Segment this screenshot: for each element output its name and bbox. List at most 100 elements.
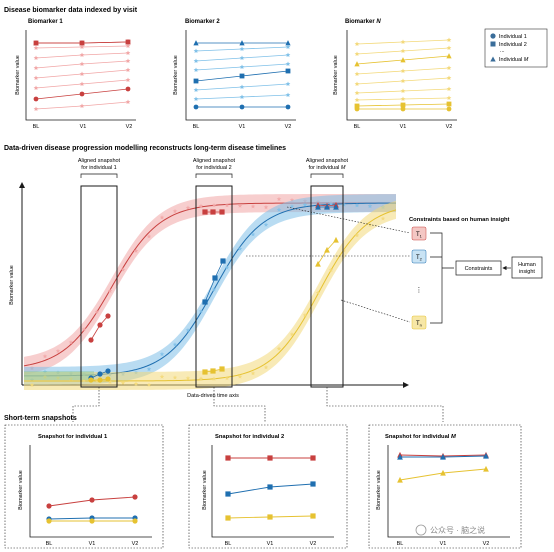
biomarker-n-x-bl: BL <box>354 124 361 130</box>
constraints-title: Constraints based on human insight <box>409 217 510 223</box>
snapshot-m-frame <box>368 424 522 549</box>
red-population-point <box>289 197 295 202</box>
series-6-point-2 <box>446 95 452 100</box>
yellow-population-point <box>68 376 74 381</box>
ind2-yellow-point-2 <box>219 366 225 372</box>
yellow-population-point <box>302 312 308 318</box>
tau-vdots: ⋮ <box>416 287 423 294</box>
series-4-point-0 <box>193 78 199 84</box>
aligned-snapshot-2-label: Aligned snapshot <box>193 158 236 164</box>
yellow-population-point <box>263 365 269 370</box>
blue-population-point <box>211 287 217 292</box>
blue-population-point <box>354 203 360 208</box>
legend-marker-individual-2 <box>490 41 496 47</box>
snapshot-1-frame <box>4 424 164 549</box>
series-6-point-0 <box>354 97 360 102</box>
series-1-point-2 <box>125 43 131 48</box>
yellow-population-point <box>380 216 386 221</box>
series-1-point-1 <box>239 46 245 51</box>
yellow-population-point <box>94 378 100 383</box>
snapshot-2-frame <box>188 424 348 549</box>
biomarker-n-x-v2: V2 <box>446 124 453 130</box>
yellow-population-point <box>120 380 126 385</box>
series-1-point-2 <box>285 44 291 49</box>
snapshot-1-x-bl: BL <box>46 541 53 547</box>
yellow-population-point <box>211 376 217 381</box>
ind1-yellow-point-0 <box>88 377 94 383</box>
series-4-point-1 <box>400 78 406 83</box>
baseline-band <box>24 371 94 380</box>
red-population-point <box>237 203 243 208</box>
red-population-point <box>263 204 269 210</box>
tau-n-box <box>411 315 427 330</box>
series-5-point-1 <box>400 88 406 93</box>
biomarker-2-panel: Biomarker 2 Biomarker value BL V1 V2 <box>173 19 296 130</box>
yellow-population-point <box>107 379 113 384</box>
aligned-snapshot-m-label-2: for individual M <box>308 165 345 171</box>
yellow-population-point <box>315 290 321 295</box>
red-population-point <box>133 248 139 253</box>
series-5-point-2 <box>285 81 291 86</box>
snapshot-m-x-v2: V2 <box>483 541 490 547</box>
yellow-population-point <box>29 382 35 387</box>
progression-model-plot <box>19 182 409 390</box>
snapshot-line-2-point-1 <box>267 514 273 520</box>
ind2-red-point-2 <box>219 209 225 215</box>
indm-blue-point-1 <box>324 203 330 210</box>
blue-population-point <box>224 265 230 270</box>
watermark-text: 公众号 · 脑之说 <box>430 525 485 535</box>
bottom-section-title: Short-term snapshots <box>4 415 77 422</box>
aligned-snapshot-1-bracket <box>80 173 118 178</box>
blue-population-point <box>185 327 191 333</box>
snapshot-1-x-v1: V1 <box>89 541 96 547</box>
legend-label-individual-1: Individual 1 <box>499 34 527 40</box>
snapshot-axes <box>29 445 152 538</box>
legend: Individual 1 Individual 2 ... Individual… <box>484 28 548 68</box>
ind1-red-point-1 <box>97 322 103 328</box>
snapshot-line-1-point-2 <box>483 452 489 459</box>
series-7-point-1 <box>400 102 406 108</box>
snapshot-1-panel: Snapshot for individual 1 Biomarker valu… <box>4 424 164 549</box>
snapshot-line-1-point-0 <box>225 491 231 497</box>
red-population-point <box>159 215 165 220</box>
watermark-logo-icon <box>415 524 427 536</box>
series-1-point-0 <box>193 48 199 53</box>
series-1-point-1 <box>400 48 406 53</box>
aligned-snapshot-2: Aligned snapshot for individual 2 <box>193 158 236 388</box>
series-1-point-2 <box>446 45 452 50</box>
series-5-point-1 <box>79 81 85 86</box>
aligned-snapshot-m-bracket <box>310 173 344 178</box>
series-2-point-0 <box>193 58 199 63</box>
blue-population-point <box>263 222 269 227</box>
snapshot-line-1-point-1 <box>267 484 273 490</box>
series-6-point-0 <box>193 96 199 101</box>
biomarker-1-panel: Biomarker 1 Biomarker value BL V1 V2 <box>15 19 136 130</box>
indm-yellow-point-1 <box>324 246 330 253</box>
series-3-point-0 <box>354 71 360 76</box>
snapshot-line-1-point-0 <box>397 453 403 460</box>
ind1-blue-point-2 <box>105 368 111 374</box>
red-uncertainty-band <box>24 194 396 375</box>
series-3-point-1 <box>400 68 406 73</box>
series-2-point-1 <box>79 52 85 57</box>
series-2-point-1 <box>239 55 245 60</box>
snapshot-line-1-point-1 <box>440 453 446 460</box>
red-population-point <box>211 202 217 208</box>
snapshot-axes <box>211 445 334 538</box>
snapshot-1-connector <box>72 387 100 422</box>
biomarker-1-title: Biomarker 1 <box>28 19 63 25</box>
ind2-blue-point-2 <box>220 258 226 264</box>
biomarker-n-plot <box>346 30 457 121</box>
series-2-point-0 <box>33 55 39 60</box>
series-3-point-1 <box>239 64 245 69</box>
tau-1: T1 <box>411 226 427 241</box>
tau-n-label: Tn <box>416 321 422 328</box>
yellow-population-point <box>42 374 48 379</box>
biomarker-n-ylabel: Biomarker value <box>333 55 339 95</box>
yellow-population-point <box>341 248 347 253</box>
tau-n: Tn <box>411 315 427 330</box>
series-0-point-2 <box>446 37 452 42</box>
series-5-point-0 <box>193 87 199 92</box>
legend-marker-individual-1 <box>490 33 496 39</box>
series-7-point-2 <box>125 99 131 104</box>
